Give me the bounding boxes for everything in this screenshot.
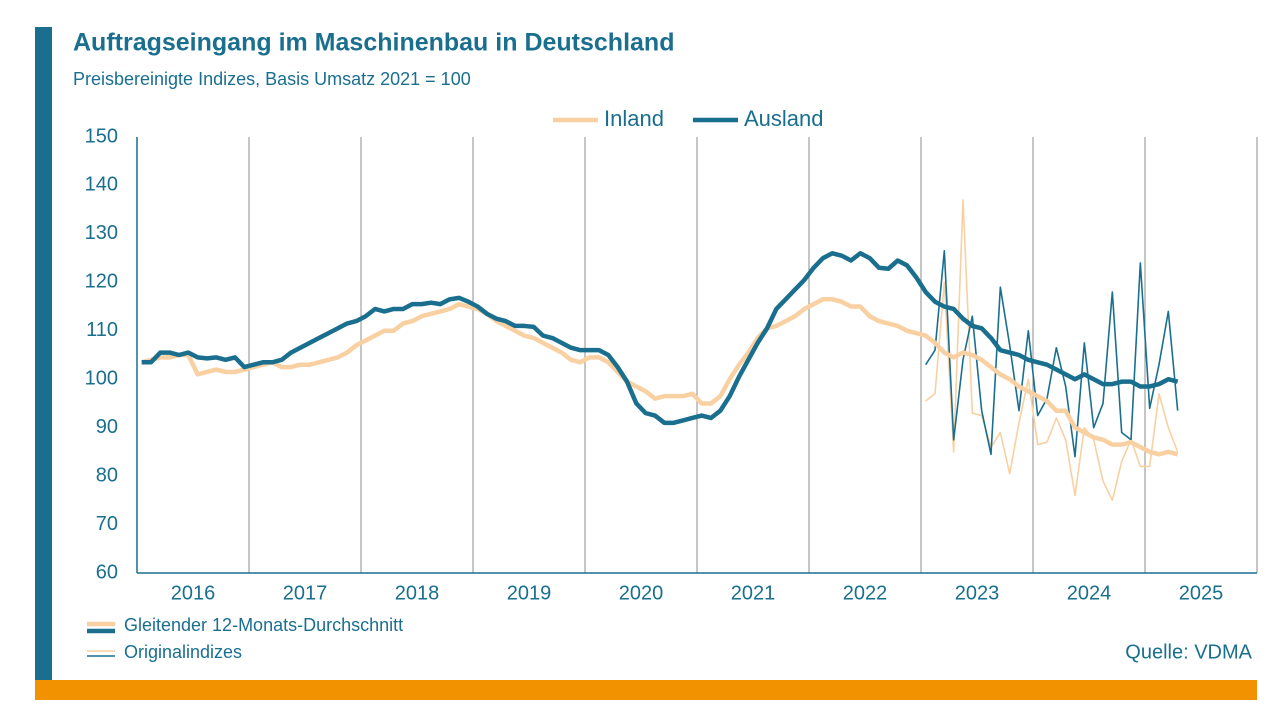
y-tick-label: 150 [85, 125, 118, 147]
average-line [141, 297, 1179, 457]
x-tick-label: 2016 [171, 582, 216, 604]
legend-style-label: Gleitender 12-Monats-Durchschnitt [124, 615, 403, 635]
y-tick-label: 90 [96, 416, 118, 438]
x-tick-label: 2021 [731, 582, 776, 604]
x-tick-label: 2025 [1179, 582, 1224, 604]
y-tick-label: 70 [96, 513, 118, 535]
legend-style-label: Originalindizes [124, 642, 242, 662]
x-tick-label: 2024 [1067, 582, 1112, 604]
y-tick-label: 60 [96, 561, 118, 583]
y-tick-label: 120 [85, 271, 118, 293]
chart-subtitle: Preisbereinigte Indizes, Basis Umsatz 20… [73, 69, 471, 89]
x-tick-label: 2017 [283, 582, 328, 604]
bottom-bar [35, 680, 1257, 700]
source: Quelle: VDMA [1125, 641, 1252, 663]
original-line [925, 199, 1179, 502]
chart-title: Auftragseingang im Maschinenbau in Deuts… [73, 29, 674, 57]
legend-label: Ausland [744, 106, 824, 131]
original-line [924, 250, 1179, 458]
x-tick-label: 2022 [843, 582, 888, 604]
legend-label: Inland [604, 106, 664, 131]
y-tick-label: 80 [96, 464, 118, 486]
y-tick-label: 100 [85, 368, 118, 390]
x-tick-label: 2018 [395, 582, 440, 604]
y-tick-label: 140 [85, 174, 118, 196]
y-tick-label: 110 [86, 319, 118, 341]
x-tick-label: 2020 [619, 582, 664, 604]
side-bar [35, 27, 52, 700]
y-tick-label: 130 [85, 222, 118, 244]
average-line [141, 251, 1179, 426]
x-tick-label: 2023 [955, 582, 1000, 604]
x-tick-label: 2019 [507, 582, 552, 604]
